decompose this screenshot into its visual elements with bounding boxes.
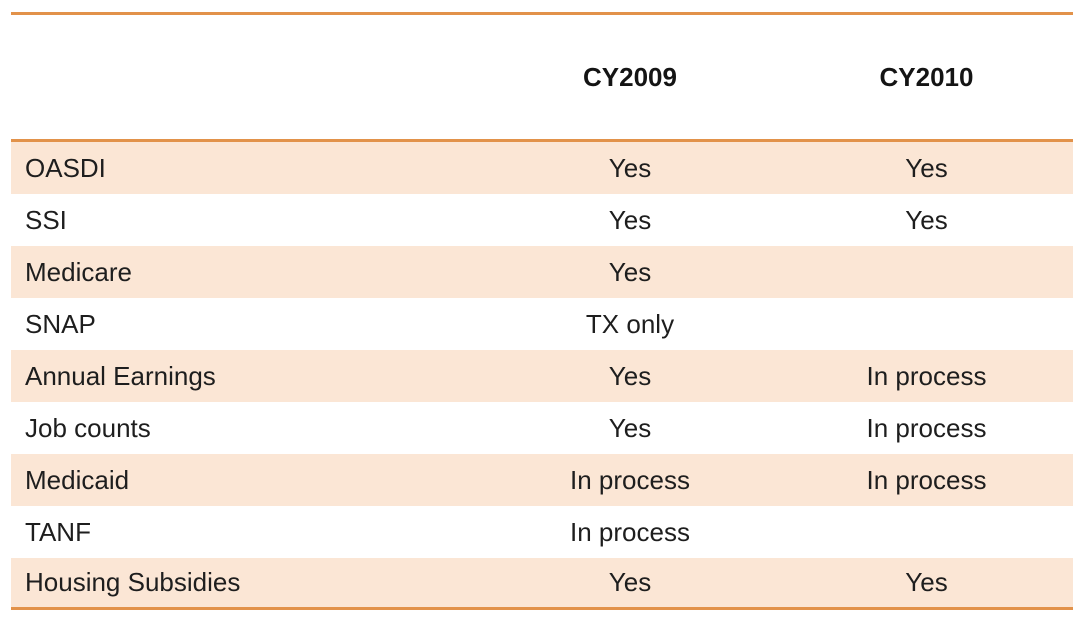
cy2009-value: TX only bbox=[585, 308, 675, 339]
cy2009-value: In process bbox=[570, 516, 690, 547]
table-row-ssi: SSI Yes Yes bbox=[11, 194, 1073, 246]
table-row-snap: SNAP TX only bbox=[11, 298, 1073, 350]
row-label: TANF bbox=[25, 516, 91, 547]
data-availability-table: CY2009 CY2010 OASDI Yes Yes SSI Yes Yes … bbox=[11, 12, 1073, 610]
cy2009-value: Yes bbox=[608, 360, 652, 391]
row-label: SSI bbox=[25, 204, 67, 235]
table-row-annual-earnings: Annual Earnings Yes In process bbox=[11, 350, 1073, 402]
row-label: Annual Earnings bbox=[25, 360, 216, 391]
cy2010-value: Yes bbox=[905, 567, 948, 597]
cy2009-value: In process bbox=[570, 464, 690, 495]
row-label: Medicare bbox=[25, 256, 132, 287]
table-header-row: CY2009 CY2010 bbox=[11, 15, 1073, 142]
cy2010-value: In process bbox=[866, 464, 987, 495]
column-header-cy2010: CY2010 bbox=[879, 61, 974, 92]
cy2010-value: Yes bbox=[905, 152, 948, 183]
table-row-medicare: Medicare Yes bbox=[11, 246, 1073, 298]
cy2009-value: Yes bbox=[608, 152, 652, 183]
row-label: OASDI bbox=[25, 152, 106, 183]
table-row-tanf: TANF In process bbox=[11, 506, 1073, 558]
row-label: Job counts bbox=[25, 412, 151, 443]
table-row-medicaid: Medicaid In process In process bbox=[11, 454, 1073, 506]
cy2010-value: Yes bbox=[905, 204, 948, 235]
table-row-oasdi: OASDI Yes Yes bbox=[11, 142, 1073, 194]
cy2009-value: Yes bbox=[608, 204, 652, 235]
cy2010-value: In process bbox=[866, 360, 987, 391]
cy2009-value: Yes bbox=[608, 256, 652, 287]
cy2010-value: In process bbox=[866, 412, 987, 443]
column-header-cy2009: CY2009 bbox=[583, 61, 677, 92]
cy2009-value: Yes bbox=[608, 567, 652, 597]
row-label: SNAP bbox=[25, 308, 96, 339]
row-label: Medicaid bbox=[25, 464, 130, 495]
table-row-job-counts: Job counts Yes In process bbox=[11, 402, 1073, 454]
cy2009-value: Yes bbox=[608, 412, 652, 443]
row-label: Housing Subsidies bbox=[25, 567, 241, 597]
table-row-housing-subsidies: Housing Subsidies Yes Yes bbox=[11, 558, 1073, 610]
